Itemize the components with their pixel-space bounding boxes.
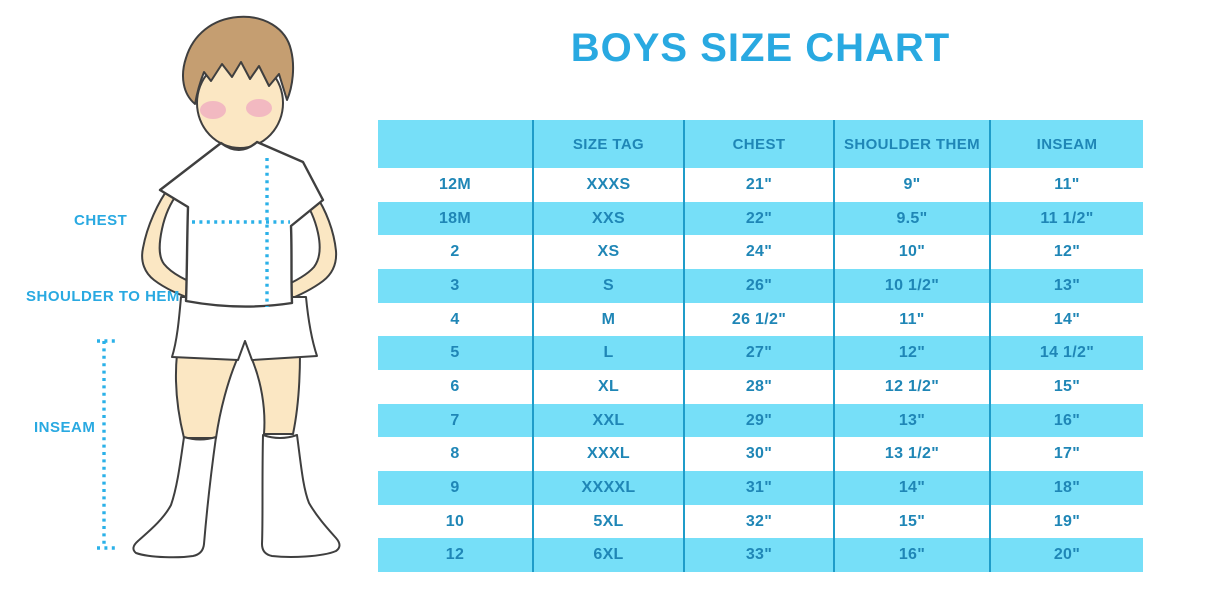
table-cell: 3 xyxy=(450,276,460,294)
table-cell: 12" xyxy=(989,235,1143,270)
blush-left-icon xyxy=(200,101,226,119)
table-cell: 9 xyxy=(450,478,460,496)
header-cell-size-tag: SIZE TAG xyxy=(532,120,683,168)
left-sock xyxy=(132,436,217,559)
table-cell: 14" xyxy=(833,471,989,505)
hair xyxy=(182,15,295,105)
table-cell: 12M xyxy=(438,175,472,193)
table-cell: 10 xyxy=(445,512,465,530)
table-row: 8 XXXL 30" 13 1/2" 17" xyxy=(378,437,1143,472)
table-cell: 22" xyxy=(683,201,833,236)
table-cell: 7 xyxy=(450,411,460,429)
table-row: 9 XXXXL 31" 14" 18" xyxy=(378,471,1143,505)
shorts xyxy=(171,296,318,361)
table-cell: 19" xyxy=(989,504,1143,539)
table-header-row: SIZE TAG CHEST SHOULDER THEM INSEAM xyxy=(378,120,1143,168)
table-row: 6 XL 28" 12 1/2" 15" xyxy=(378,370,1143,404)
table-cell: L xyxy=(532,336,683,371)
table-cell: XXL xyxy=(532,403,683,438)
table-cell: 10" xyxy=(833,235,989,270)
table-cell: 9.5" xyxy=(833,201,989,236)
table-row: 12 6XL 33" 16" 20" xyxy=(378,538,1143,573)
header-cell-shoulder-them: SHOULDER THEM xyxy=(833,120,989,168)
table-cell: 26 1/2" xyxy=(683,302,833,337)
table-cell: M xyxy=(532,302,683,337)
table-cell: 28" xyxy=(683,370,833,404)
table-cell: XXXXL xyxy=(532,471,683,505)
table-cell: 2 xyxy=(450,243,460,261)
right-leg xyxy=(250,352,301,435)
table-cell: 31" xyxy=(683,471,833,505)
table-cell: 5XL xyxy=(532,504,683,539)
table-cell: XXXS xyxy=(532,168,683,202)
table-cell: 13" xyxy=(989,269,1143,303)
table-cell: 27" xyxy=(683,336,833,371)
boy-figure-illustration xyxy=(97,15,341,559)
table-row: 12M XXXS 21" 9" 11" xyxy=(378,168,1143,202)
header-cell-size xyxy=(378,120,532,168)
table-cell: 11" xyxy=(989,168,1143,202)
table-cell: 21" xyxy=(683,168,833,202)
table-cell: 15" xyxy=(989,370,1143,404)
table-cell: XXXL xyxy=(532,437,683,472)
table-cell: 6XL xyxy=(532,538,683,573)
shirt xyxy=(158,140,325,308)
table-cell: 13 1/2" xyxy=(833,437,989,472)
table-cell: 16" xyxy=(833,538,989,573)
table-cell: S xyxy=(532,269,683,303)
table-cell: 12" xyxy=(833,336,989,371)
table-cell: 11 1/2" xyxy=(989,201,1143,236)
blush-right-icon xyxy=(246,99,272,117)
table-cell: 18" xyxy=(989,471,1143,505)
table-cell: 4 xyxy=(450,310,460,328)
table-cell: 24" xyxy=(683,235,833,270)
page-title: BOYS SIZE CHART xyxy=(570,26,951,70)
shoulder-to-hem-measure-label: SHOULDER TO HEM xyxy=(26,288,180,305)
table-cell: 14 1/2" xyxy=(989,336,1143,371)
chest-measure-label: CHEST xyxy=(74,212,128,229)
table-row: 2 XS 24" 10" 12" xyxy=(378,235,1143,270)
table-cell: 5 xyxy=(450,344,460,362)
right-sock xyxy=(261,434,341,558)
size-table: SIZE TAG CHEST SHOULDER THEM INSEAM 12M … xyxy=(378,120,1143,573)
table-cell: XL xyxy=(532,370,683,404)
table-row: 5 L 27" 12" 14 1/2" xyxy=(378,336,1143,371)
table-cell: 17" xyxy=(989,437,1143,472)
table-cell: 11" xyxy=(833,302,989,337)
header-cell-chest: CHEST xyxy=(683,120,833,168)
table-cell: 18M xyxy=(438,209,472,227)
table-cell: 32" xyxy=(683,504,833,539)
table-cell: XXS xyxy=(532,201,683,236)
table-row: 10 5XL 32" 15" 19" xyxy=(378,504,1143,539)
table-cell: 14" xyxy=(989,302,1143,337)
table-cell: 33" xyxy=(683,538,833,573)
measurement-figure xyxy=(0,0,380,607)
table-cell: 20" xyxy=(989,538,1143,573)
table-cell: 12 xyxy=(445,546,465,564)
table-cell: 9" xyxy=(833,168,989,202)
table-cell: 12 1/2" xyxy=(833,370,989,404)
table-cell: 10 1/2" xyxy=(833,269,989,303)
left-leg xyxy=(175,353,239,439)
table-row: 4 M 26 1/2" 11" 14" xyxy=(378,302,1143,337)
table-row: 7 XXL 29" 13" 16" xyxy=(378,403,1143,438)
table-cell: 26" xyxy=(683,269,833,303)
table-cell: 29" xyxy=(683,403,833,438)
table-cell: 15" xyxy=(833,504,989,539)
table-cell: 6 xyxy=(450,377,460,395)
table-cell: 30" xyxy=(683,437,833,472)
table-cell: 13" xyxy=(833,403,989,438)
table-row: 3 S 26" 10 1/2" 13" xyxy=(378,269,1143,303)
table-row: 18M XXS 22" 9.5" 11 1/2" xyxy=(378,201,1143,236)
inseam-measure-label: INSEAM xyxy=(34,419,96,436)
table-cell: 8 xyxy=(450,445,460,463)
table-cell: 16" xyxy=(989,403,1143,438)
header-cell-inseam: INSEAM xyxy=(989,120,1143,168)
table-cell: XS xyxy=(532,235,683,270)
